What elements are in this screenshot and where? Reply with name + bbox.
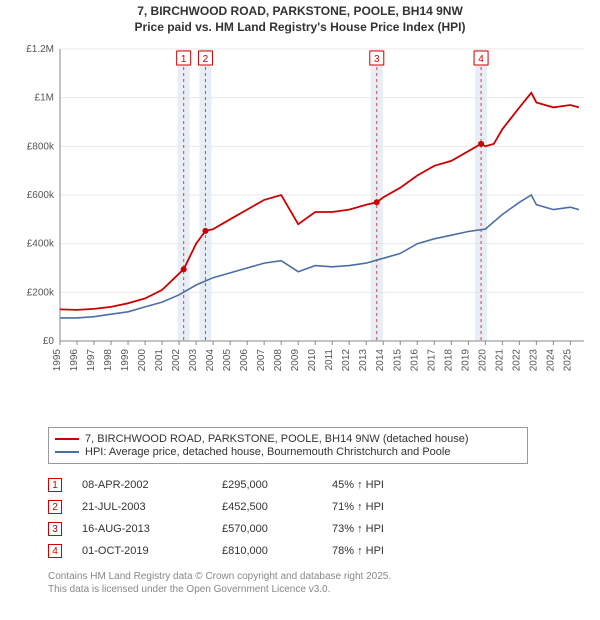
- y-tick-label: £400k: [27, 239, 55, 250]
- row-pct: 71% ↑ HPI: [332, 501, 422, 513]
- title-line-1: 7, BIRCHWOOD ROAD, PARKSTONE, POOLE, BH1…: [8, 4, 592, 20]
- table-row: 3 16-AUG-2013 £570,000 73% ↑ HPI: [48, 518, 592, 540]
- table-row: 1 08-APR-2002 £295,000 45% ↑ HPI: [48, 474, 592, 496]
- transactions-table: 1 08-APR-2002 £295,000 45% ↑ HPI 2 21-JUL-200…: [48, 474, 592, 562]
- marker-number: 3: [374, 54, 380, 65]
- row-date: 01-OCT-2019: [82, 545, 202, 557]
- chart-title: 7, BIRCHWOOD ROAD, PARKSTONE, POOLE, BH1…: [8, 4, 592, 35]
- marker-dot: [181, 266, 187, 272]
- legend-row-2: HPI: Average price, detached house, Bour…: [55, 446, 521, 458]
- x-tick-label: 2020: [477, 349, 488, 372]
- y-tick-label: £600k: [27, 190, 55, 201]
- series-hpi-line: [60, 195, 579, 318]
- x-tick-label: 2005: [222, 349, 233, 372]
- y-tick-label: £200k: [27, 288, 55, 299]
- chart-legend: 7, BIRCHWOOD ROAD, PARKSTONE, POOLE, BH1…: [48, 427, 528, 464]
- x-tick-label: 2015: [392, 349, 403, 372]
- x-tick-label: 2017: [426, 349, 437, 372]
- footnote-line-1: Contains HM Land Registry data © Crown c…: [48, 570, 592, 583]
- x-tick-label: 1999: [120, 349, 131, 372]
- x-tick-label: 1996: [69, 349, 80, 372]
- row-price: £810,000: [222, 545, 312, 557]
- legend-label-1: 7, BIRCHWOOD ROAD, PARKSTONE, POOLE, BH1…: [85, 433, 469, 445]
- legend-row-1: 7, BIRCHWOOD ROAD, PARKSTONE, POOLE, BH1…: [55, 433, 521, 445]
- legend-swatch-2: [55, 451, 79, 453]
- footnote: Contains HM Land Registry data © Crown c…: [48, 570, 592, 596]
- x-tick-label: 2016: [409, 349, 420, 372]
- row-pct: 45% ↑ HPI: [332, 479, 422, 491]
- x-tick-label: 1995: [52, 349, 63, 372]
- x-tick-label: 2009: [290, 349, 301, 372]
- x-tick-label: 2021: [494, 349, 505, 372]
- row-date: 21-JUL-2003: [82, 501, 202, 513]
- x-tick-label: 2001: [154, 349, 165, 372]
- x-tick-label: 2010: [307, 349, 318, 372]
- row-date: 16-AUG-2013: [82, 523, 202, 535]
- x-tick-label: 2018: [443, 349, 454, 372]
- x-tick-label: 2011: [324, 349, 335, 371]
- row-price: £295,000: [222, 479, 312, 491]
- marker-number: 2: [203, 54, 209, 65]
- row-marker-box: 1: [48, 478, 62, 492]
- title-line-2: Price paid vs. HM Land Registry's House …: [8, 20, 592, 36]
- x-tick-label: 2023: [528, 349, 539, 372]
- x-tick-label: 2000: [137, 349, 148, 372]
- x-tick-label: 1997: [86, 349, 97, 372]
- row-marker-box: 2: [48, 500, 62, 514]
- series-price-line: [60, 93, 579, 310]
- x-tick-label: 2002: [171, 349, 182, 372]
- row-price: £570,000: [222, 523, 312, 535]
- marker-number: 1: [181, 54, 187, 65]
- x-tick-label: 2022: [511, 349, 522, 372]
- x-tick-label: 1998: [103, 349, 114, 372]
- y-tick-label: £800k: [27, 142, 55, 153]
- row-pct: 73% ↑ HPI: [332, 523, 422, 535]
- row-marker-box: 3: [48, 522, 62, 536]
- x-tick-label: 2013: [358, 349, 369, 372]
- x-tick-label: 2004: [205, 349, 216, 372]
- x-tick-label: 2003: [188, 349, 199, 372]
- x-tick-label: 2006: [239, 349, 250, 372]
- legend-label-2: HPI: Average price, detached house, Bour…: [85, 446, 450, 458]
- x-tick-label: 2025: [562, 349, 573, 372]
- legend-swatch-1: [55, 438, 79, 440]
- x-tick-label: 2019: [460, 349, 471, 372]
- marker-number: 4: [478, 54, 484, 65]
- y-tick-label: £1M: [35, 93, 54, 104]
- x-tick-label: 2014: [375, 349, 386, 372]
- row-pct: 78% ↑ HPI: [332, 545, 422, 557]
- marker-dot: [202, 228, 208, 234]
- footnote-line-2: This data is licensed under the Open Gov…: [48, 583, 592, 596]
- price-chart: £0 £200k £400k £600k £800k £1M £1.2M 1995 1996 19…: [8, 41, 592, 421]
- table-row: 4 01-OCT-2019 £810,000 78% ↑ HPI: [48, 540, 592, 562]
- row-marker-box: 4: [48, 544, 62, 558]
- x-tick-label: 2012: [341, 349, 352, 372]
- x-tick-label: 2007: [256, 349, 267, 372]
- row-date: 08-APR-2002: [82, 479, 202, 491]
- marker-dot: [374, 199, 380, 205]
- marker-dot: [478, 141, 484, 147]
- x-tick-label: 2024: [545, 349, 556, 372]
- table-row: 2 21-JUL-2003 £452,500 71% ↑ HPI: [48, 496, 592, 518]
- y-tick-label: £1.2M: [26, 44, 54, 55]
- row-price: £452,500: [222, 501, 312, 513]
- y-tick-label: £0: [43, 336, 55, 347]
- x-tick-label: 2008: [273, 349, 284, 372]
